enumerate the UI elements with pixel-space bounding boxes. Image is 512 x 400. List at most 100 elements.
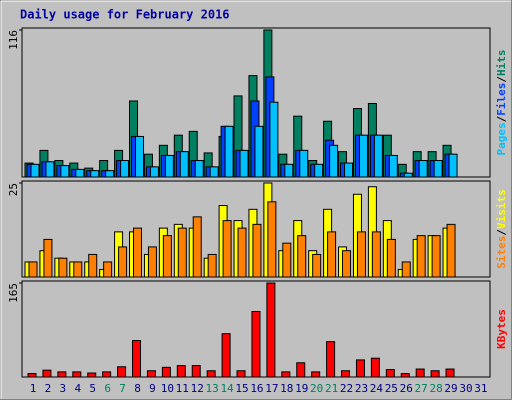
bar — [73, 261, 83, 278]
bar — [120, 160, 130, 178]
bar — [446, 223, 456, 278]
x-tick-label: 24 — [370, 382, 384, 395]
bar — [75, 168, 85, 178]
legend: Sites/Visits — [495, 189, 508, 269]
bar — [401, 261, 411, 278]
bar — [58, 257, 68, 278]
x-tick-label: 21 — [325, 382, 338, 395]
bar — [206, 370, 216, 378]
bar — [105, 170, 115, 178]
x-tick-label: 19 — [295, 382, 308, 395]
x-tick-label: 14 — [220, 382, 234, 395]
bar — [311, 371, 321, 378]
x-tick-label: 2 — [45, 382, 52, 395]
x-tick-label: 16 — [250, 382, 263, 395]
bar — [30, 163, 40, 178]
legend-separator: / — [495, 76, 508, 83]
x-tick-label: 27 — [415, 382, 428, 395]
bar — [132, 340, 142, 378]
bar — [266, 282, 276, 378]
bar — [344, 162, 354, 178]
x-tick-label: 29 — [444, 382, 457, 395]
bar — [370, 357, 380, 378]
legend-entry: Visits — [495, 189, 508, 229]
bar — [133, 227, 143, 278]
x-tick-label: 11 — [176, 382, 189, 395]
y-tick-label: 165 — [7, 283, 20, 303]
x-tick-label: 31 — [474, 382, 487, 395]
x-tick-label: 30 — [459, 382, 472, 395]
bar — [57, 371, 67, 378]
bar — [45, 161, 55, 178]
bar — [281, 371, 291, 378]
bar — [341, 370, 351, 378]
bar — [251, 310, 261, 378]
bar — [385, 369, 395, 378]
bar — [103, 261, 113, 278]
x-tick-label: 9 — [149, 382, 156, 395]
bar — [87, 372, 97, 378]
x-tick-label: 17 — [265, 382, 278, 395]
x-tick-label: 22 — [340, 382, 353, 395]
bar — [327, 231, 337, 278]
bar — [282, 242, 292, 278]
legend-separator: / — [495, 229, 508, 236]
bar — [90, 170, 100, 178]
bar — [342, 250, 352, 278]
bar — [267, 201, 277, 278]
x-tick-label: 12 — [191, 382, 204, 395]
bar — [194, 160, 204, 178]
x-tick-label: 1 — [30, 382, 37, 395]
bar — [176, 365, 186, 378]
bar — [371, 231, 381, 278]
x-tick-label: 18 — [280, 382, 293, 395]
bar — [252, 223, 262, 278]
bar — [403, 172, 413, 178]
bar — [191, 365, 201, 378]
bar — [209, 166, 219, 178]
bar — [177, 227, 187, 278]
chart-title: Daily usage for February 2016 — [20, 8, 230, 22]
bar — [296, 362, 306, 378]
bar — [388, 154, 398, 178]
bar — [27, 373, 37, 378]
legend: KBytes — [495, 309, 508, 349]
bar — [102, 371, 112, 378]
bar — [164, 154, 174, 178]
bar — [60, 165, 70, 178]
bar — [284, 163, 294, 178]
bar — [356, 231, 366, 278]
bar — [314, 163, 324, 178]
bar — [433, 160, 443, 178]
bar — [72, 371, 82, 378]
bar — [430, 370, 440, 378]
x-tick-label: 10 — [161, 382, 174, 395]
x-tick-label: 3 — [60, 382, 67, 395]
bar — [42, 369, 52, 378]
x-tick-label: 28 — [429, 382, 442, 395]
bar — [400, 373, 410, 378]
bar — [192, 216, 202, 278]
legend-entry: Files — [495, 83, 508, 116]
bar — [418, 160, 428, 178]
bar — [239, 149, 249, 178]
bar — [312, 253, 322, 278]
legend-entry: KBytes — [495, 309, 508, 349]
bar — [237, 227, 247, 278]
bar — [43, 238, 53, 278]
x-tick-label: 8 — [134, 382, 141, 395]
bar — [161, 366, 171, 378]
bar — [135, 135, 145, 178]
bar — [118, 246, 128, 278]
bar — [224, 125, 234, 178]
bar — [448, 153, 458, 178]
bar — [149, 166, 159, 178]
x-tick-label: 13 — [206, 382, 219, 395]
bar — [355, 359, 365, 378]
legend-entry: Pages — [495, 122, 508, 155]
y-tick-label: 116 — [7, 30, 20, 50]
bar — [431, 235, 441, 278]
x-tick-label: 4 — [74, 382, 81, 395]
bar — [445, 368, 455, 378]
bar — [179, 151, 189, 178]
